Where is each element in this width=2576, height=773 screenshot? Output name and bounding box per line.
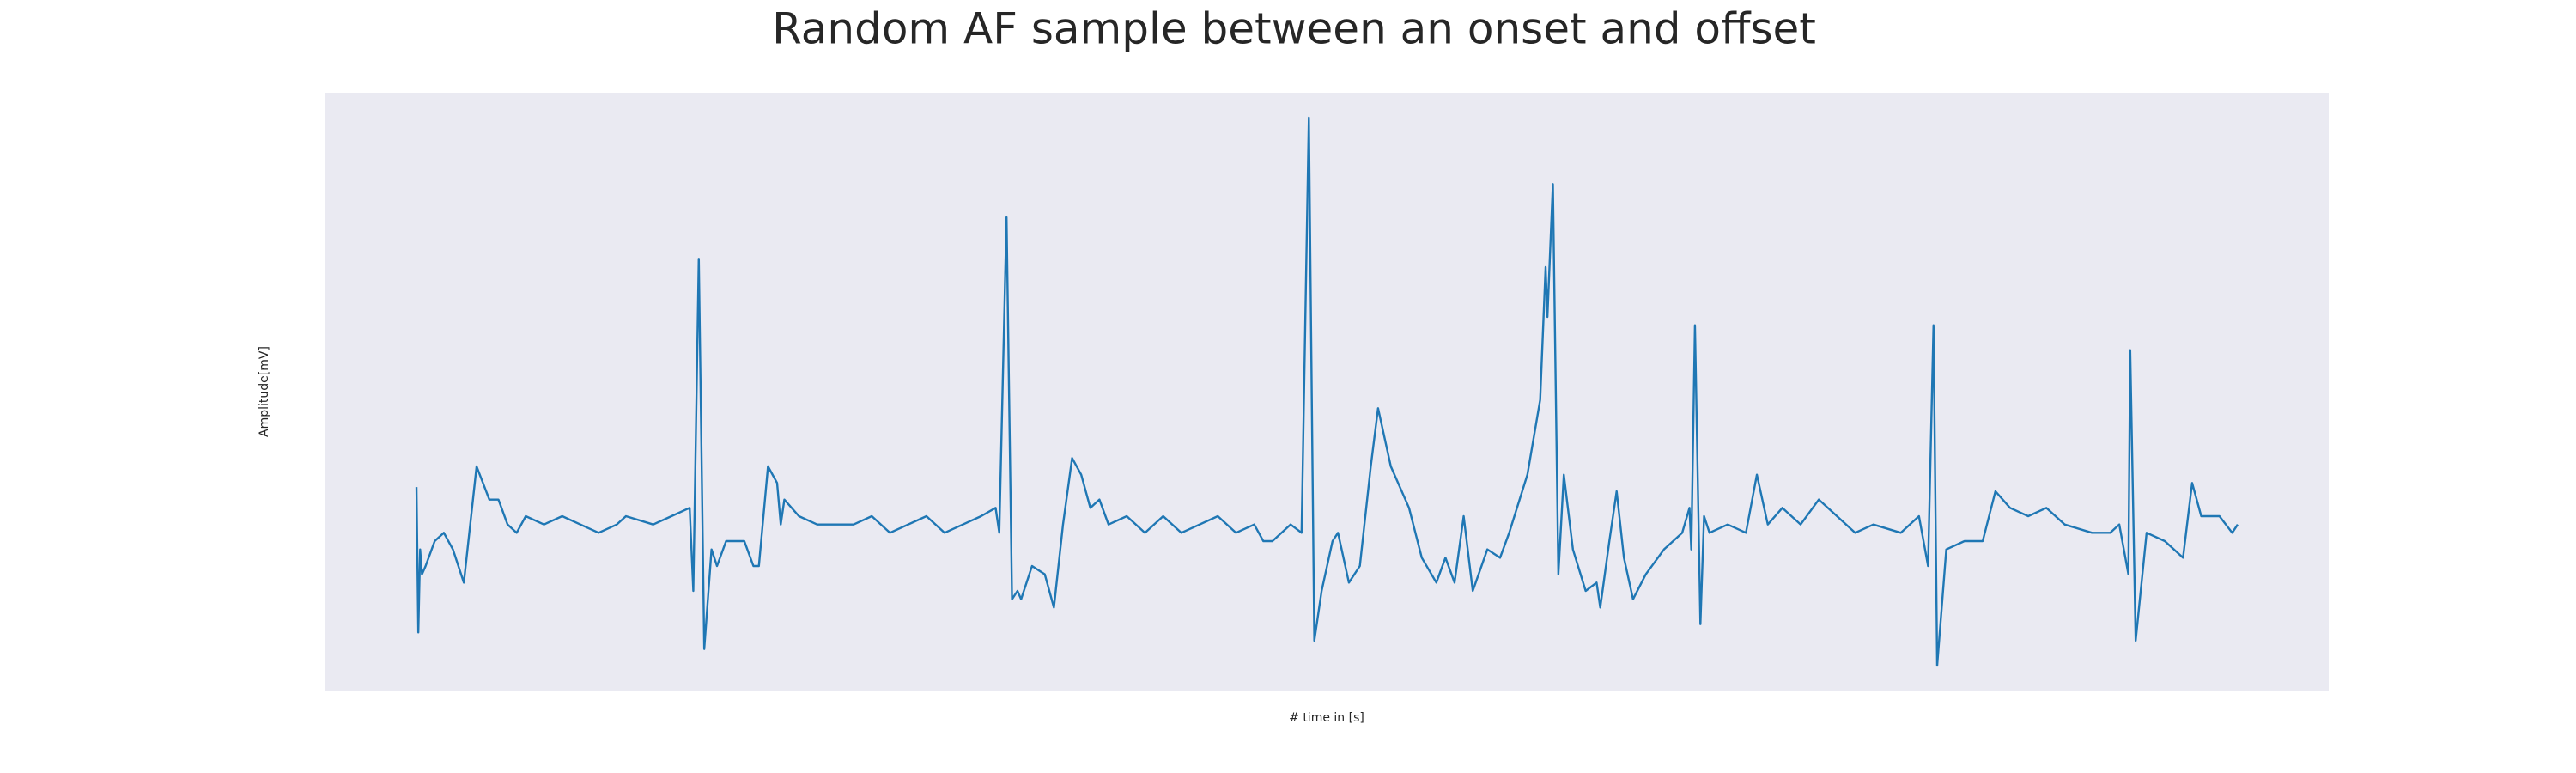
marks <box>415 116 2239 667</box>
plot-area <box>325 93 2329 691</box>
x-axis-label: # time in [s] <box>1289 711 1364 725</box>
y-axis-label: Amplitude[mV] <box>258 346 271 437</box>
chart-title: Random AF sample between an onset and of… <box>772 4 1816 54</box>
signal-line <box>415 116 2239 667</box>
